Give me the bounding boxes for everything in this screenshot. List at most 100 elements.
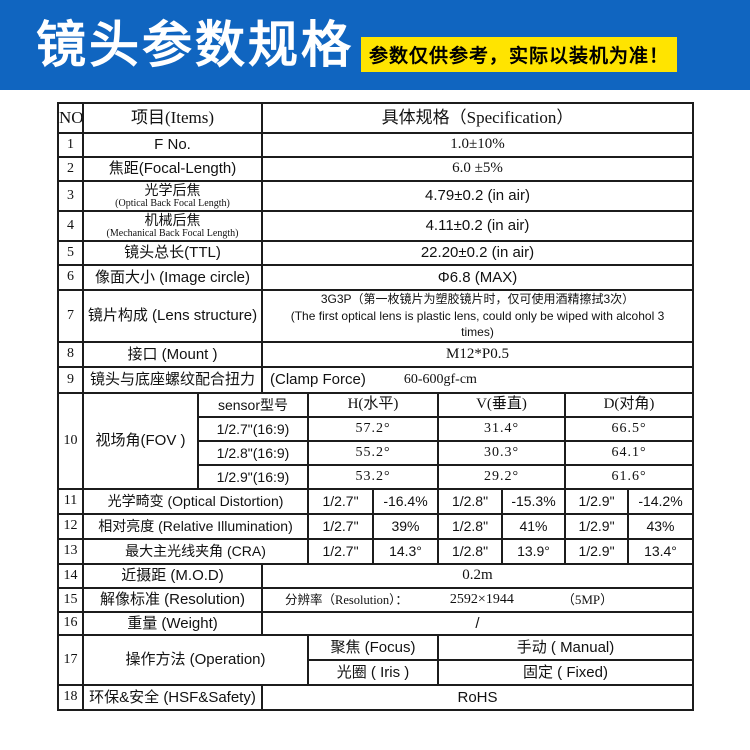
row-relative-illumination: 12 相对亮度 (Relative Illumination) 1/2.7" 3… — [57, 513, 694, 540]
resolution-value: 2592×1944 — [449, 591, 514, 607]
cell-spec: 1.0±10% — [261, 132, 694, 158]
operation-iris-label: 光圈 ( Iris ) — [307, 659, 439, 686]
cell-no: 12 — [57, 513, 84, 540]
operation-focus-label: 聚焦 (Focus) — [307, 634, 439, 661]
cell-spec: / — [261, 611, 694, 636]
distortion-sensor-2: 1/2.8" — [437, 488, 503, 515]
cell-spec: Φ6.8 (MAX) — [261, 264, 694, 291]
clamp-force-label: (Clamp Force) — [270, 371, 366, 389]
item-en: (Optical Back Focal Length) — [115, 197, 230, 209]
cell-spec: (Clamp Force) 60-600gf-cm — [261, 366, 694, 394]
cell-no: 6 — [57, 264, 84, 291]
row-ttl: 5 镜头总长(TTL) 22.20±0.2 (in air) — [57, 240, 694, 266]
cell-spec: 3G3P（第一枚镜片为塑胶镜片时，仅可使用酒精擦拭3次） (The first … — [261, 289, 694, 343]
row-operation-focus: 17 操作方法 (Operation) 聚焦 (Focus) 手动 ( Manu… — [57, 634, 694, 686]
cra-value-3: 13.4° — [627, 538, 694, 565]
page-title: 镜头参数规格 — [36, 17, 354, 73]
distortion-sensor-3: 1/2.9" — [564, 488, 629, 515]
header-no: NO. — [57, 102, 84, 134]
operation-iris-value: 固定 ( Fixed) — [437, 659, 694, 686]
illumination-sensor-1: 1/2.7" — [307, 513, 374, 540]
fov-row-2: 1/2.8"(16:9) 55.2° 30.3° 64.1° — [58, 440, 694, 466]
spec-table: NO. 项目(Items) 具体规格（Specification） 1 F No… — [57, 102, 694, 711]
cell-spec: 6.0 ±5% — [261, 156, 694, 182]
cell-item: 环保&安全 (HSF&Safety) — [82, 684, 263, 711]
lens-structure-en: (The first optical lens is plastic lens,… — [290, 309, 665, 340]
fov-d-value: 64.1° — [564, 440, 694, 466]
cell-no: 14 — [57, 563, 84, 589]
notice-badge: 参数仅供参考，实际以装机为准！ — [361, 36, 678, 72]
spec-table-wrapper: NO. 项目(Items) 具体规格（Specification） 1 F No… — [57, 102, 750, 711]
cell-no: 18 — [57, 684, 84, 711]
fov-sensor: 1/2.9"(16:9) — [197, 464, 309, 490]
fov-row-1: 1/2.7"(16:9) 57.2° 31.4° 66.5° — [58, 416, 694, 442]
cell-item: 像面大小 (Image circle) — [82, 264, 263, 291]
row-focal-length: 2 焦距(Focal-Length) 6.0 ±5% — [57, 156, 694, 182]
cell-item: 机械后焦 (Mechanical Back Focal Length) — [82, 210, 263, 242]
cell-item: 镜片构成 (Lens structure) — [82, 289, 263, 343]
cell-no: 5 — [57, 240, 84, 266]
row-mod: 14 近摄距 (M.O.D) 0.2m — [57, 563, 694, 589]
row-fno: 1 F No. 1.0±10% — [57, 132, 694, 158]
cell-item: 近摄距 (M.O.D) — [82, 563, 263, 589]
cell-item: 焦距(Focal-Length) — [82, 156, 263, 182]
cell-spec: RoHS — [261, 684, 694, 711]
row-mount: 8 接口 (Mount ) M12*P0.5 — [57, 341, 694, 368]
cell-no: 16 — [57, 611, 84, 636]
fov-col-h: H(水平) — [307, 392, 439, 418]
resolution-note: （5MP） — [561, 591, 614, 607]
cra-sensor-3: 1/2.9" — [564, 538, 629, 565]
cell-item: 镜头总长(TTL) — [82, 240, 263, 266]
item-cn: 光学后焦 — [144, 182, 201, 199]
cell-no: 1 — [57, 132, 84, 158]
cell-no: 7 — [57, 289, 84, 343]
cell-item: F No. — [82, 132, 263, 158]
row-weight: 16 重量 (Weight) / — [57, 611, 694, 636]
resolution-label: 分辨率（Resolution）： — [285, 592, 408, 607]
cell-spec: M12*P0.5 — [261, 341, 694, 368]
cell-no: 2 — [57, 156, 84, 182]
cell-item: 最大主光线夹角 (CRA) — [82, 538, 309, 565]
distortion-value-1: -16.4% — [372, 488, 439, 515]
cell-item: 相对亮度 (Relative Illumination) — [82, 513, 309, 540]
cell-spec: 4.79±0.2 (in air) — [261, 180, 694, 212]
lens-structure-cn: 3G3P（第一枚镜片为塑胶镜片时，仅可使用酒精擦拭3次） — [320, 292, 635, 307]
cell-item: 操作方法 (Operation) — [82, 634, 309, 686]
operation-focus-value: 手动 ( Manual) — [437, 634, 694, 661]
fov-d-value: 61.6° — [564, 464, 694, 490]
table-header-row: NO. 项目(Items) 具体规格（Specification） — [57, 102, 694, 134]
cell-spec: 0.2m — [261, 563, 694, 589]
fov-col-v: V(垂直) — [437, 392, 566, 418]
row-resolution: 15 解像标准 (Resolution) 分辨率（Resolution）： 25… — [57, 587, 694, 613]
row-lens-structure: 7 镜片构成 (Lens structure) 3G3P（第一枚镜片为塑胶镜片时… — [57, 289, 694, 343]
header-items: 项目(Items) — [82, 102, 263, 134]
fov-col-sensor: sensor型号 — [197, 392, 309, 418]
cell-no: 13 — [57, 538, 84, 565]
cell-spec: 22.20±0.2 (in air) — [261, 240, 694, 266]
header-spec: 具体规格（Specification） — [261, 102, 694, 134]
fov-sensor: 1/2.7"(16:9) — [197, 416, 309, 442]
cell-item: 光学后焦 (Optical Back Focal Length) — [82, 180, 263, 212]
cell-item: 解像标准 (Resolution) — [82, 587, 263, 613]
cra-sensor-1: 1/2.7" — [307, 538, 374, 565]
cell-item: 镜头与底座螺纹配合扭力 — [82, 366, 263, 394]
fov-h-value: 57.2° — [307, 416, 439, 442]
distortion-sensor-1: 1/2.7" — [307, 488, 374, 515]
row-fov-header: 10 视场角(FOV ) sensor型号 H(水平) V(垂直) D(对角) — [57, 392, 694, 490]
row-mechanical-back-focal: 4 机械后焦 (Mechanical Back Focal Length) 4.… — [57, 210, 694, 242]
cell-item: 接口 (Mount ) — [82, 341, 263, 368]
item-en: (Mechanical Back Focal Length) — [106, 227, 239, 239]
cell-spec: 分辨率（Resolution）： 2592×1944 （5MP） — [261, 587, 694, 613]
cra-value-2: 13.9° — [501, 538, 566, 565]
row-image-circle: 6 像面大小 (Image circle) Φ6.8 (MAX) — [57, 264, 694, 291]
cell-item-fov: 视场角(FOV ) — [82, 392, 199, 490]
fov-col-d: D(对角) — [564, 392, 694, 418]
cra-value-1: 14.3° — [372, 538, 439, 565]
clamp-force-content: (Clamp Force) 60-600gf-cm — [264, 371, 691, 389]
fov-h-value: 53.2° — [307, 464, 439, 490]
fov-sensor: 1/2.8"(16:9) — [197, 440, 309, 466]
fov-h-value: 55.2° — [307, 440, 439, 466]
distortion-value-2: -15.3% — [501, 488, 566, 515]
fov-d-value: 66.5° — [564, 416, 694, 442]
